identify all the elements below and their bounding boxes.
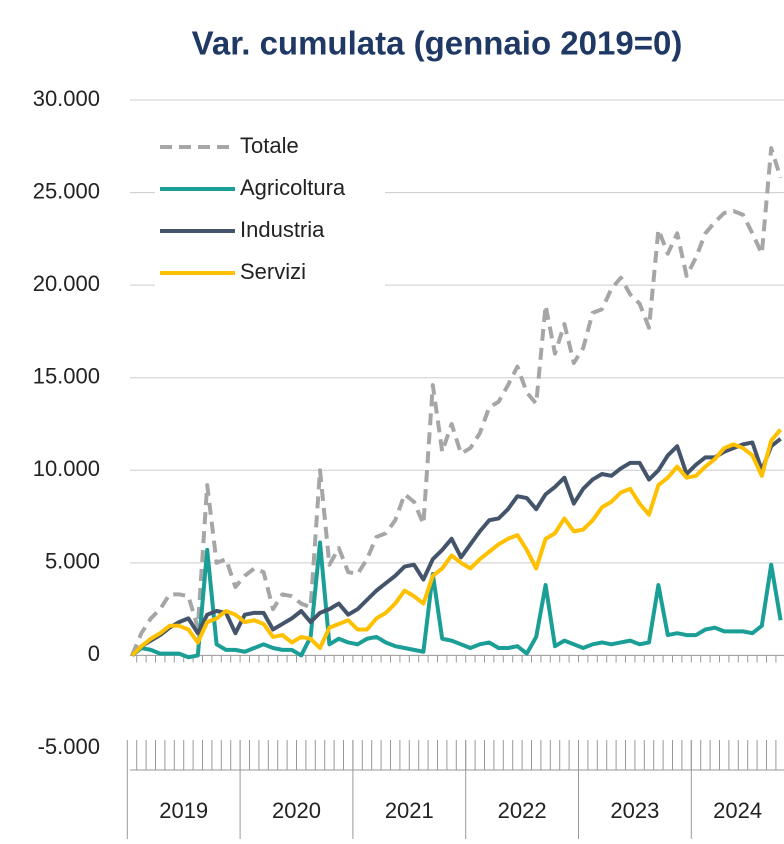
y-tick-label: -5.000 (38, 734, 100, 759)
y-tick-label: 25.000 (33, 178, 100, 203)
y-tick-label: 5.000 (45, 549, 100, 574)
y-tick-label: 30.000 (33, 86, 100, 111)
x-group-label: 2019 (159, 798, 208, 823)
legend-label: Totale (240, 133, 299, 158)
series-line (130, 437, 782, 657)
series-line (130, 540, 783, 660)
x-group-label: 2020 (272, 798, 321, 823)
y-tick-label: 15.000 (33, 364, 100, 389)
x-group-label: 2024 (713, 798, 762, 823)
legend-label: Industria (240, 217, 325, 242)
x-group-label: 2022 (498, 798, 547, 823)
chart-title: Var. cumulata (gennaio 2019=0) (192, 25, 683, 62)
legend-label: Agricoltura (240, 175, 346, 200)
series-line (130, 146, 783, 657)
x-group-label: 2021 (385, 798, 434, 823)
series-line (130, 428, 783, 657)
y-tick-label: 0 (88, 641, 100, 666)
legend-box (155, 125, 385, 290)
y-tick-label: 10.000 (33, 456, 100, 481)
legend-label: Servizi (240, 259, 306, 284)
y-tick-label: 20.000 (33, 271, 100, 296)
x-group-label: 2023 (610, 798, 659, 823)
